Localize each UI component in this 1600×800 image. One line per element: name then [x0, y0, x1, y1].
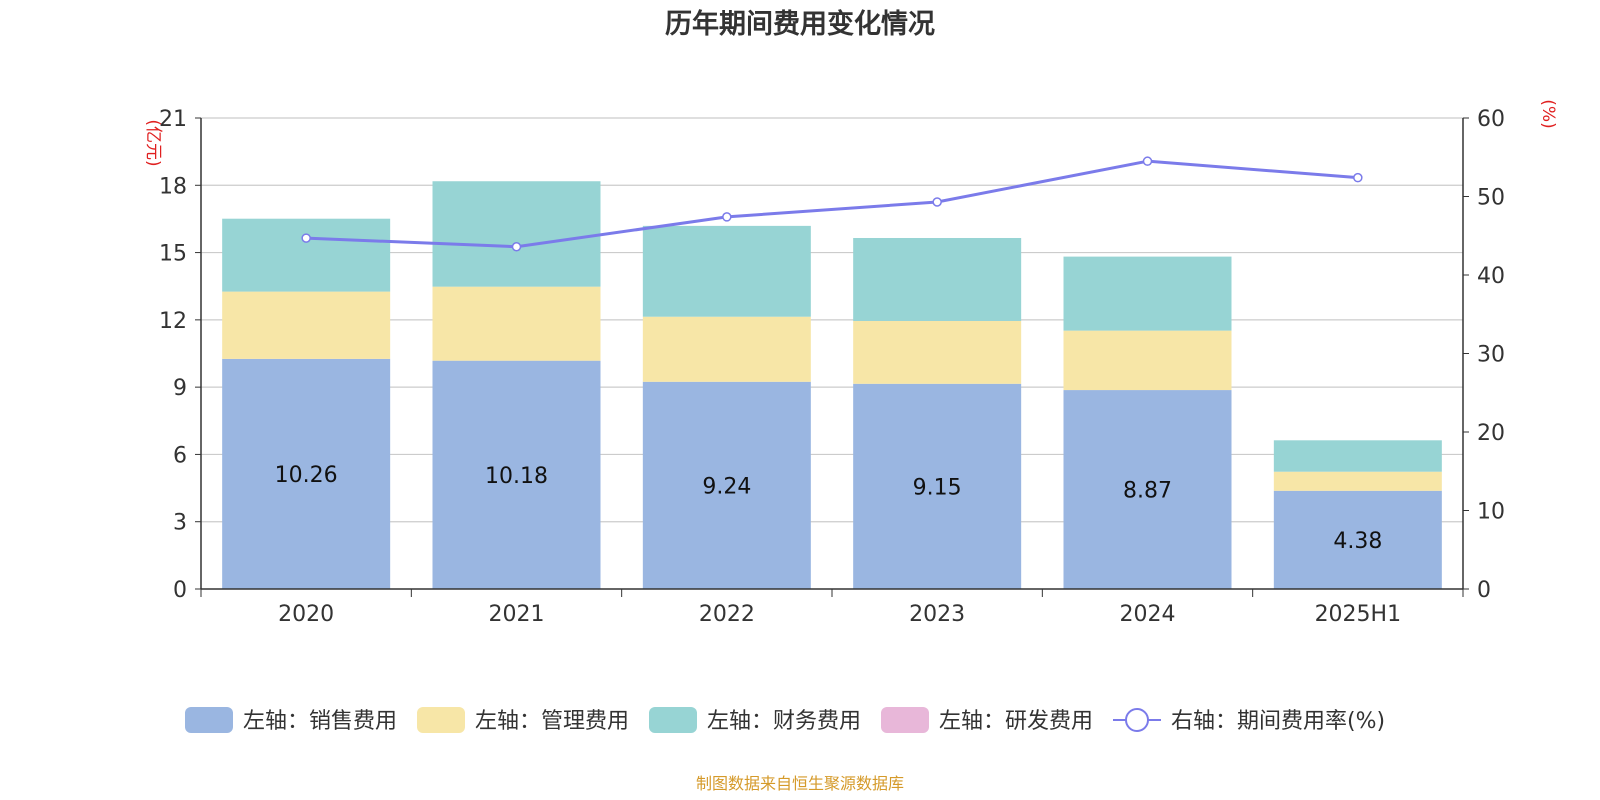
rate-point	[511, 241, 522, 252]
left-axis-tick-label: 21	[159, 107, 187, 132]
legend-label: 左轴：销售费用	[243, 709, 397, 734]
bar-segment	[432, 286, 601, 361]
bar-segment	[222, 358, 391, 589]
x-axis-tick-label: 2021	[489, 602, 545, 627]
bar-value-label: 9.24	[702, 474, 751, 499]
x-axis-tick-label: 2024	[1120, 602, 1176, 627]
bar-segment	[1273, 471, 1442, 491]
legend-label: 左轴：研发费用	[939, 709, 1093, 734]
bar-segment	[1273, 440, 1442, 472]
bar-segment	[222, 218, 391, 292]
bar-value-label: 10.26	[275, 463, 338, 488]
legend-swatch	[417, 707, 465, 733]
left-axis-tick-label: 0	[173, 578, 187, 603]
x-axis-tick-label: 2022	[699, 602, 755, 627]
bar-value-label: 10.18	[485, 464, 548, 489]
bar-segment	[1063, 390, 1232, 589]
bar-segment	[642, 381, 811, 589]
bar-segment	[642, 225, 811, 317]
bar-segment	[853, 383, 1022, 589]
rate-point	[1353, 172, 1363, 183]
bar-segment	[432, 181, 601, 287]
left-axis-unit: (亿元)	[143, 119, 163, 166]
right-axis-tick-label: 10	[1477, 500, 1505, 525]
legend-label: 左轴：财务费用	[707, 709, 861, 734]
bar-segment	[222, 291, 391, 359]
bar-value-labels: 10.26 10.18 9.24 9.15 8.87 4.38	[275, 463, 1383, 554]
bar-segment	[1273, 490, 1442, 589]
x-axis-tick-label: 2020	[278, 602, 334, 627]
x-axis-tick-label: 2025H1	[1315, 602, 1402, 627]
legend-label: 右轴：期间费用率(%)	[1171, 709, 1385, 734]
right-axis-tick-label: 60	[1477, 107, 1505, 132]
bar-value-label: 4.38	[1333, 529, 1382, 554]
rate-point	[722, 212, 732, 222]
left-axis-tick-label: 12	[159, 309, 187, 334]
legend-swatch	[185, 707, 233, 733]
legend: 左轴：销售费用 左轴：管理费用 左轴：财务费用 左轴：研发费用 右轴：期间费用率(%)	[185, 707, 1385, 734]
bar-segment	[432, 360, 601, 589]
x-axis-tick-label: 2023	[909, 602, 965, 627]
left-axis-tick-label: 9	[173, 376, 187, 401]
left-axis-tick-label: 3	[173, 511, 187, 536]
right-axis-tick-label: 30	[1477, 343, 1505, 368]
source-note: 制图数据来自恒生聚源数据库	[696, 774, 904, 793]
legend-line-marker	[1125, 708, 1149, 732]
rate-line	[306, 159, 1358, 249]
bar-segment	[642, 316, 811, 382]
left-axis-tick-label: 6	[173, 443, 187, 468]
rate-point	[932, 197, 942, 207]
rate-line-series	[301, 156, 1363, 252]
grid-lines	[201, 117, 1463, 523]
left-axis-tick-label: 18	[159, 174, 187, 199]
legend-label: 左轴：管理费用	[475, 709, 629, 734]
rate-point	[301, 233, 311, 243]
bar-value-label: 9.15	[913, 475, 962, 500]
right-axis-tick-label: 40	[1477, 264, 1505, 289]
bar-value-label: 8.87	[1123, 479, 1172, 504]
legend-swatch	[881, 707, 929, 733]
right-axis-tick-label: 0	[1477, 578, 1491, 603]
bar-series	[222, 181, 1442, 589]
bar-segment	[853, 320, 1022, 384]
left-axis-tick-label: 15	[159, 242, 187, 267]
right-axis-tick-label: 50	[1477, 186, 1505, 211]
legend-swatch	[649, 707, 697, 733]
right-axis-tick-label: 20	[1477, 421, 1505, 446]
right-axis-unit: (%)	[1538, 99, 1558, 128]
rate-point	[1142, 156, 1153, 166]
bar-segment	[1063, 330, 1232, 391]
axes: 0 3 6 9 12 15 18 21 0 10 20 30 40 50 60 (亿元) (%) 2020 2021…	[143, 99, 1558, 627]
bar-segment	[1063, 256, 1232, 331]
chart-title: 历年期间费用变化情况	[665, 8, 935, 40]
bar-segment	[853, 237, 1022, 321]
